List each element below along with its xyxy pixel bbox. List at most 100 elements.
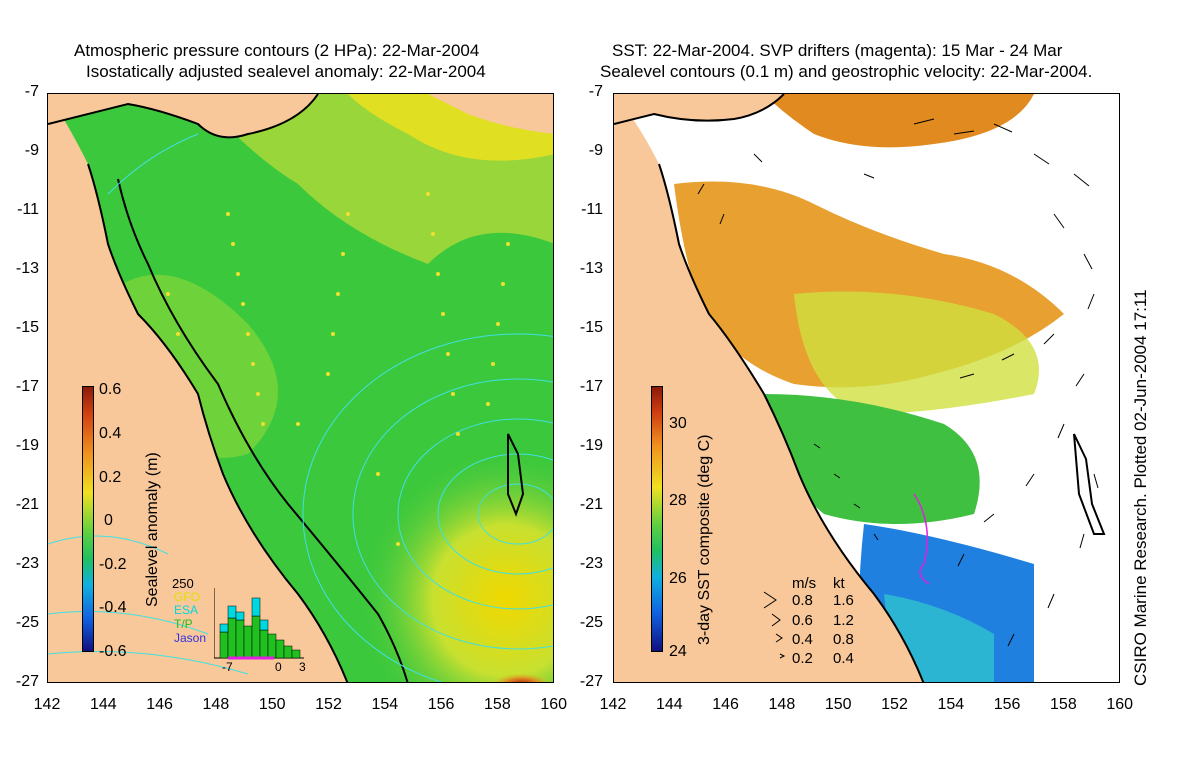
anomaly-hotspot xyxy=(388,624,553,682)
land-australia xyxy=(48,94,348,682)
left-title-line2: Isostatically adjusted sealevel anomaly:… xyxy=(86,62,486,81)
lat-tick-label: -21 xyxy=(579,496,603,513)
anomaly-band-mid xyxy=(108,274,278,458)
lon-tick-label: 160 xyxy=(540,696,568,713)
lat-tick-label: -13 xyxy=(15,260,39,277)
colorbar-tick: 0.6 xyxy=(99,381,122,398)
colorbar-tick: 0 xyxy=(104,512,113,529)
lat-tick-label: -25 xyxy=(579,614,603,631)
velocity-legend-header-kt: kt xyxy=(833,575,845,592)
svp-drifter-track xyxy=(913,493,930,585)
velocity-legend-arrows xyxy=(763,591,786,659)
lon-tick-label: 152 xyxy=(315,696,342,713)
colorbar-tick: 0.2 xyxy=(99,469,122,486)
altimeter-tracks xyxy=(166,192,510,546)
velocity-legend-ms: 0.6 xyxy=(792,612,813,629)
lat-tick-label: -15 xyxy=(15,319,39,336)
land-australia-right xyxy=(614,94,924,682)
lon-tick-label: 146 xyxy=(146,696,173,713)
histogram-legend-esa: ESA xyxy=(174,603,199,617)
histogram-ymax: 250 xyxy=(172,576,194,591)
histogram-xlabel: 3 xyxy=(299,660,306,674)
histogram-xlabel: -7 xyxy=(222,660,233,674)
colorbar-tick: -0.6 xyxy=(99,643,127,660)
left-title-line1: Atmospheric pressure contours (2 HPa): 2… xyxy=(74,41,480,60)
lat-tick-label: -17 xyxy=(579,378,603,395)
colorbar-tick: -0.2 xyxy=(99,556,127,573)
right-title-line1: SST: 22-Mar-2004. SVP drifters (magenta)… xyxy=(612,41,1063,60)
colorbar-tick: 0.4 xyxy=(99,425,122,442)
velocity-legend-ms: 0.4 xyxy=(792,631,813,648)
anomaly-high-region xyxy=(228,349,553,682)
lat-tick-label: -9 xyxy=(588,142,603,159)
histogram-legend-gfo: GFO xyxy=(174,590,200,604)
island-new-caledonia xyxy=(507,433,525,517)
coastline-right xyxy=(614,94,925,682)
lon-tick-label: 148 xyxy=(202,696,230,713)
velocity-legend-kt: 0.4 xyxy=(833,650,854,667)
lon-tick-label: 160 xyxy=(1106,696,1134,713)
coastline xyxy=(48,94,349,682)
velocity-legend-kt: 0.8 xyxy=(833,631,854,648)
colorbar-tick: 24 xyxy=(669,643,687,660)
colorbar-label: 3-day SST composite (deg C) xyxy=(696,434,713,645)
credit-label: CSIRO Marine Research. Plotted 02-Jun-20… xyxy=(1131,289,1150,686)
sst-velocity-map xyxy=(613,93,1120,683)
lon-tick-label: 142 xyxy=(599,696,627,713)
velocity-legend-header-ms: m/s xyxy=(792,575,817,592)
lat-tick-label: -23 xyxy=(579,555,603,572)
lon-tick-label: 156 xyxy=(993,696,1021,713)
shelf-edge xyxy=(117,178,409,682)
island-new-caledonia-right xyxy=(1073,433,1106,535)
sst-warm-north xyxy=(764,94,1034,148)
sst-colorbar xyxy=(651,386,663,652)
histogram-xlabel: 0 xyxy=(275,660,282,674)
lat-tick-label: -27 xyxy=(579,673,603,690)
lat-tick-label: -25 xyxy=(15,614,39,631)
colorbar-tick: 28 xyxy=(669,492,687,509)
lon-tick-label: 152 xyxy=(881,696,908,713)
pressure-contours xyxy=(48,133,553,682)
lat-tick-label: -11 xyxy=(17,201,39,218)
lat-tick-label: -15 xyxy=(579,319,603,336)
lon-tick-label: 144 xyxy=(89,696,117,713)
lat-tick-label: -11 xyxy=(581,201,603,218)
lon-tick-label: 158 xyxy=(1050,696,1077,713)
histogram-legend-tp: T/P xyxy=(174,617,193,631)
right-title-line2: Sealevel contours (0.1 m) and geostrophi… xyxy=(600,62,1093,81)
colorbar-tick: -0.4 xyxy=(99,599,127,616)
lat-tick-label: -19 xyxy=(579,437,603,454)
lat-tick-label: -17 xyxy=(15,378,39,395)
velocity-legend-ms: 0.2 xyxy=(792,650,813,667)
lon-tick-label: 146 xyxy=(712,696,739,713)
lon-tick-label: 154 xyxy=(371,696,399,713)
velocity-arrows xyxy=(697,118,1099,647)
lat-tick-label: -21 xyxy=(15,496,39,513)
sst-yellow-band xyxy=(794,291,1039,414)
land-png-east xyxy=(428,94,553,134)
lat-tick-label: -7 xyxy=(588,83,603,100)
lon-tick-label: 158 xyxy=(484,696,511,713)
lon-tick-label: 150 xyxy=(258,696,286,713)
lon-tick-label: 148 xyxy=(768,696,796,713)
colorbar-tick: 30 xyxy=(669,415,687,432)
velocity-legend-kt: 1.2 xyxy=(833,612,854,629)
lat-tick-label: -9 xyxy=(24,142,39,159)
lat-tick-label: -7 xyxy=(24,83,39,100)
lat-tick-label: -13 xyxy=(579,260,603,277)
lat-tick-label: -23 xyxy=(15,555,39,572)
sealevel-anomaly-map xyxy=(47,93,554,683)
lon-tick-label: 154 xyxy=(937,696,965,713)
velocity-legend-kt: 1.6 xyxy=(833,592,854,609)
lon-tick-label: 156 xyxy=(427,696,455,713)
histogram-legend-jason: Jason xyxy=(174,631,207,645)
lat-tick-label: -27 xyxy=(15,673,39,690)
altimeter-histogram xyxy=(214,588,304,660)
lon-tick-label: 150 xyxy=(824,696,852,713)
sealevel-colorbar xyxy=(82,386,94,652)
lat-tick-label: -19 xyxy=(15,437,39,454)
lon-tick-label: 144 xyxy=(655,696,683,713)
lon-tick-label: 142 xyxy=(33,696,61,713)
velocity-legend-ms: 0.8 xyxy=(792,592,813,609)
land-png xyxy=(48,94,318,138)
